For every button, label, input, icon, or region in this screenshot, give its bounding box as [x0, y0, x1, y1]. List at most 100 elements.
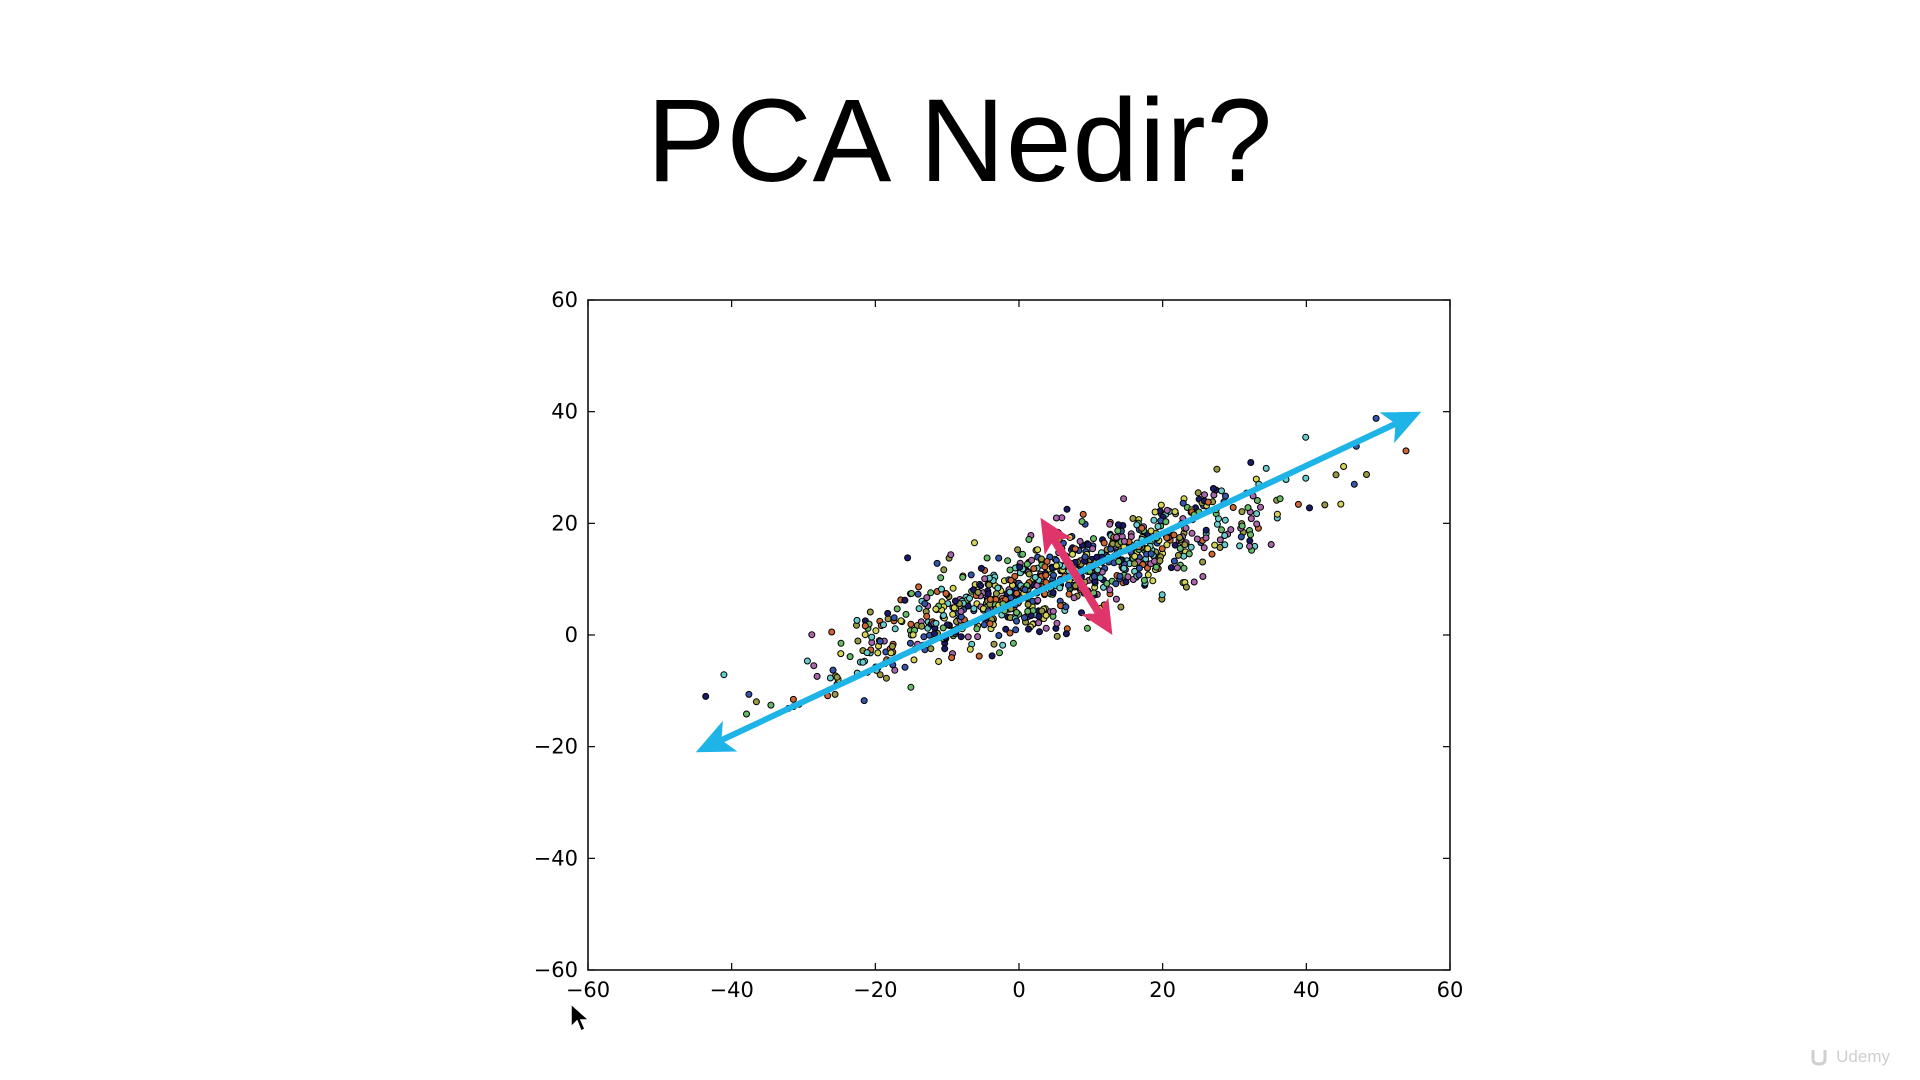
- scatter-point: [907, 620, 915, 628]
- scatter-point: [1120, 537, 1128, 545]
- scatter-point: [995, 554, 1003, 562]
- second-principal-component-shaft: [1049, 535, 1104, 617]
- scatter-point: [941, 645, 949, 653]
- scatter-point: [1062, 630, 1070, 638]
- scatter-point: [1076, 537, 1084, 545]
- scatter-point: [876, 671, 884, 679]
- scatter-point: [1262, 464, 1270, 472]
- scatter-point: [915, 583, 923, 591]
- scatter-point: [720, 671, 728, 679]
- pca-arrows: [695, 411, 1422, 753]
- watermark-text: Udemy: [1836, 1047, 1890, 1066]
- scatter-point: [882, 674, 890, 682]
- scatter-point: [1090, 535, 1097, 543]
- scatter-point: [1112, 580, 1120, 588]
- scatter-point: [910, 656, 918, 664]
- scatter-point: [1372, 414, 1380, 422]
- scatter-point: [1050, 571, 1057, 579]
- scatter-point: [810, 662, 818, 670]
- scatter-point: [1106, 520, 1114, 528]
- scatter-point: [927, 589, 935, 597]
- scatter-point: [1204, 498, 1212, 506]
- scatter-point: [915, 605, 923, 613]
- scatter-point: [1222, 492, 1229, 500]
- scatter-point: [908, 590, 915, 597]
- scatter-point: [803, 657, 811, 665]
- scatter-point: [909, 631, 917, 639]
- scatter-point: [973, 625, 981, 633]
- y-tick-label: −60: [534, 958, 578, 982]
- scatter-point: [1200, 544, 1208, 552]
- scatter-point: [876, 637, 884, 645]
- scatter-point: [1090, 573, 1098, 580]
- scatter-point: [986, 620, 994, 628]
- scatter-point: [1267, 541, 1275, 548]
- scatter-point: [1276, 495, 1284, 503]
- scatter-point: [957, 608, 965, 615]
- scatter-point: [1202, 526, 1210, 534]
- scatter-point: [1112, 595, 1120, 603]
- scatter-point: [1062, 603, 1070, 611]
- scatter-point: [1156, 557, 1164, 565]
- scatter-point: [967, 571, 975, 579]
- scatter-point: [1034, 596, 1042, 604]
- scatter-point: [1052, 562, 1060, 570]
- scatter-point: [930, 630, 938, 638]
- scatter-point: [933, 559, 941, 567]
- scatter-point: [1199, 558, 1207, 566]
- scatter-point: [1025, 570, 1033, 578]
- scatter-point: [1171, 541, 1179, 549]
- scatter-point: [828, 628, 836, 636]
- scatter-point: [1006, 629, 1014, 637]
- scatter-point: [1150, 516, 1158, 524]
- scatter-point: [1078, 518, 1086, 525]
- scatter-point: [743, 710, 750, 718]
- scatter-point: [949, 584, 957, 592]
- scatter-point: [1089, 545, 1097, 553]
- scatter-point: [1038, 607, 1046, 615]
- scatter-point: [980, 621, 988, 629]
- scatter-point: [901, 663, 909, 671]
- scatter-point: [1188, 529, 1196, 537]
- scatter-point: [1120, 495, 1128, 503]
- scatter-point: [1021, 586, 1029, 594]
- scatter-point: [1138, 524, 1146, 532]
- scatter-point: [1030, 565, 1038, 573]
- scatter-point: [1208, 550, 1216, 558]
- scatter-point: [1213, 520, 1221, 528]
- scatter-point: [1151, 508, 1159, 516]
- y-tick-label: 60: [551, 288, 578, 312]
- scatter-point: [872, 627, 880, 635]
- scatter-point: [942, 590, 950, 597]
- scatter-point: [829, 666, 837, 674]
- scatter-point: [974, 633, 982, 641]
- scatter-point: [1306, 504, 1313, 512]
- scatter-point: [1167, 564, 1175, 572]
- scatter-point: [1114, 527, 1122, 535]
- scatter-point: [971, 539, 978, 547]
- scatter-point: [999, 641, 1007, 649]
- scatter-point: [1124, 573, 1132, 581]
- scatter-point: [1056, 584, 1064, 592]
- scatter-point: [901, 596, 909, 604]
- scatter-point: [1012, 626, 1020, 634]
- scatter-point: [1034, 546, 1042, 554]
- scatter-point: [863, 649, 871, 657]
- scatter-point: [1176, 545, 1184, 552]
- x-tick-label: −40: [710, 978, 754, 1002]
- scatter-point: [1321, 501, 1329, 509]
- scatter-point: [1014, 546, 1022, 554]
- scatter-point: [887, 649, 895, 657]
- scatter-point: [988, 652, 996, 660]
- scatter-point: [914, 590, 922, 598]
- scatter-point: [996, 649, 1003, 657]
- scatter-point: [1120, 564, 1128, 572]
- scatter-point: [1031, 573, 1039, 581]
- scatter-point: [1079, 510, 1087, 518]
- scatter-point: [1063, 505, 1071, 513]
- scatter-point: [1180, 564, 1188, 572]
- scatter-point: [1053, 619, 1061, 627]
- scatter-point: [1025, 625, 1032, 633]
- scatter-point: [1227, 526, 1235, 534]
- scatter-point: [1246, 542, 1254, 550]
